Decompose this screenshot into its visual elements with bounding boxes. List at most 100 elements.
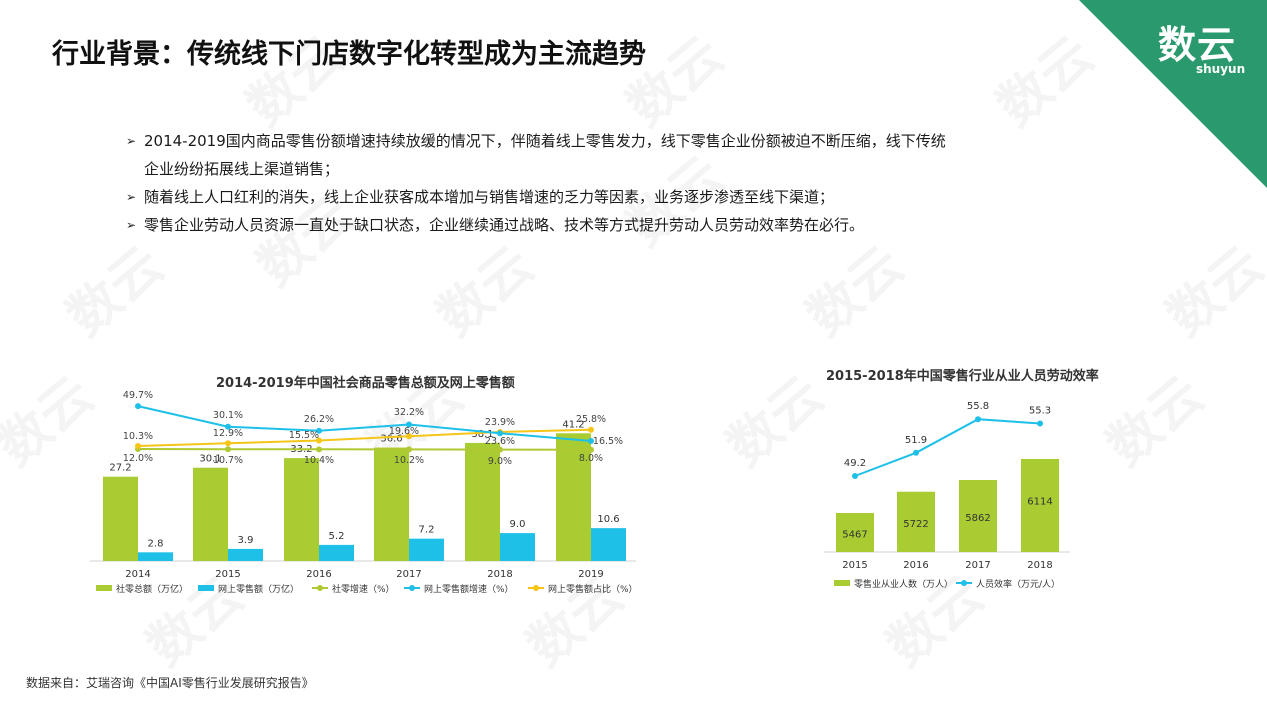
bullet-text: 零售企业劳动人员资源一直处于缺口状态，企业继续通过战略、技术等方式提升劳动人员劳… — [144, 216, 865, 234]
chart1-point-online-share — [406, 433, 412, 440]
chart1-bar-total — [284, 458, 319, 561]
chart1-point-online-growth — [406, 421, 412, 428]
chart2-bar-label: 5722 — [903, 519, 928, 530]
chart1-bar-total-label: 36.6 — [380, 434, 402, 445]
corner-banner — [1079, 0, 1267, 188]
chart2-bar-employees — [836, 513, 874, 552]
source-note: 数据来自：艾瑞咨询《中国AI零售行业发展研究报告》 — [26, 676, 314, 690]
chart1-label-online-growth: 32.2% — [394, 407, 424, 418]
chart1-label-social-growth: 12.0% — [123, 453, 153, 464]
chart2-legend-label: 零售业从业人数（万人） — [854, 578, 953, 590]
chart2-line-label: 49.2 — [844, 458, 866, 469]
chart1-x-tick: 2019 — [578, 569, 603, 580]
chart1-label-online-growth: 30.1% — [213, 410, 243, 421]
chart1-point-online-growth — [225, 423, 231, 430]
chart1-bar-online-label: 7.2 — [419, 525, 435, 536]
chart1-point-online-share — [316, 437, 322, 444]
bullet-text: 2014-2019国内商品零售份额增速持续放缓的情况下，伴随着线上零售发力，线下… — [144, 132, 946, 178]
chart2-line-label: 51.9 — [905, 435, 927, 446]
chart2-line-efficiency — [854, 418, 1041, 477]
chart1-x-tick: 2016 — [306, 569, 331, 580]
chart1-bar-online-label: 9.0 — [510, 519, 526, 530]
chart1-bar-online-label: 10.6 — [597, 514, 619, 525]
chart1-legend-marker — [533, 585, 539, 591]
chart1-line-online-growth — [137, 405, 592, 442]
chart2-point-efficiency — [913, 449, 919, 456]
chart1-legend-label: 网上零售额增速（%） — [424, 583, 514, 595]
chart1-label-social-growth: 9.0% — [488, 456, 512, 467]
chart1-legend-label: 网上零售额占比（%） — [548, 583, 638, 595]
chart1-bar-total — [193, 467, 228, 561]
chart1-bar-online — [591, 528, 626, 561]
chart2-legend-label: 人员效率（万元/人） — [976, 578, 1060, 590]
chart2-point-efficiency — [1037, 420, 1043, 427]
chart1-label-social-growth: 10.7% — [213, 455, 243, 466]
chart2-legend-swatch — [834, 580, 850, 586]
chart1-x-tick: 2017 — [396, 569, 421, 580]
chart1-bar-online-label: 5.2 — [329, 531, 345, 542]
chart2-bar-label: 5862 — [965, 513, 990, 524]
chart1-x-tick: 2014 — [125, 569, 150, 580]
chart1-point-online-share — [135, 443, 141, 449]
chart2-line-label: 55.8 — [967, 401, 989, 412]
chart2-bar-employees — [897, 491, 935, 552]
chart1-bar-total-label: 30.1 — [199, 454, 221, 465]
chart1-legend-marker — [317, 585, 323, 591]
chart2-point-efficiency — [975, 416, 981, 423]
chart1-bar-online — [409, 538, 444, 561]
chart2-x-tick: 2015 — [842, 560, 867, 571]
chart2-point-efficiency — [852, 473, 858, 479]
page-title: 行业背景：传统线下门店数字化转型成为主流趋势 — [52, 39, 646, 70]
chart1-label-online-growth: 49.7% — [123, 390, 153, 401]
chart1-label-online-share: 15.5% — [289, 430, 319, 441]
chart1-bar-total — [556, 433, 591, 561]
chart2-bar-label: 6114 — [1027, 496, 1052, 507]
chart1-bar-total — [465, 442, 500, 561]
bullet-item: ➢ 随着线上人口红利的消失，线上企业获客成本增加与销售增速的乏力等因素，业务逐步… — [126, 183, 956, 211]
bullet-item: ➢ 零售企业劳动人员资源一直处于缺口状态，企业继续通过战略、技术等方式提升劳动人… — [126, 211, 956, 239]
arrow-bullet-icon: ➢ — [126, 134, 137, 148]
chart1-point-online-growth — [588, 438, 594, 444]
chart2-x-tick: 2018 — [1027, 560, 1052, 571]
chart1-legend-label: 网上零售额（万亿） — [218, 583, 299, 595]
chart1-legend-swatch — [198, 585, 214, 591]
chart1-legend-label: 社零增速（%） — [332, 583, 395, 595]
chart2-bar-employees — [1021, 458, 1059, 552]
chart1-title: 2014-2019年中国社会商品零售总额及网上零售额 — [216, 376, 515, 391]
chart2-legend-marker — [961, 580, 967, 586]
chart1-label-online-share: 10.3% — [123, 431, 153, 442]
chart1-point-online-growth — [497, 430, 503, 437]
chart2-bar-label: 5467 — [842, 530, 867, 541]
chart1-bar-online — [228, 548, 263, 561]
arrow-bullet-icon: ➢ — [126, 218, 137, 232]
chart1-label-online-share: 25.8% — [576, 414, 606, 425]
chart1-label-social-growth: 10.2% — [394, 455, 424, 466]
chart1-legend-label: 社零总额（万亿） — [116, 583, 188, 595]
logo-subtext: shuyun — [1196, 62, 1246, 76]
bullet-text: 随着线上人口红利的消失，线上企业获客成本增加与销售增速的乏力等因素，业务逐步渗透… — [144, 188, 835, 206]
chart1-bar-online — [138, 552, 173, 561]
chart1-x-tick: 2015 — [215, 569, 240, 580]
chart1-bar-online-label: 3.9 — [238, 535, 254, 546]
chart1-bar-total-label: 38.1 — [471, 429, 493, 440]
bullet-item: ➢ 2014-2019国内商品零售份额增速持续放缓的情况下，伴随着线上零售发力，… — [126, 127, 956, 183]
bullet-list: ➢ 2014-2019国内商品零售份额增速持续放缓的情况下，伴随着线上零售发力，… — [126, 127, 956, 239]
chart2-title: 2015-2018年中国零售行业从业人员劳动效率 — [826, 369, 1099, 384]
chart1-bar-online — [500, 533, 535, 561]
chart2-line-label: 55.3 — [1029, 406, 1051, 417]
chart1-bar-total — [103, 476, 138, 561]
chart1-line-online-share — [137, 428, 592, 447]
arrow-bullet-icon: ➢ — [126, 190, 137, 204]
chart1-label-social-growth: 8.0% — [579, 453, 603, 464]
chart1-bar-online — [319, 544, 354, 561]
logo-text: 数云 — [1158, 23, 1237, 67]
chart2-bar-employees — [959, 480, 997, 552]
chart1-label-online-growth: 23.9% — [485, 417, 515, 428]
chart1-label-online-growth: 26.2% — [304, 414, 334, 425]
chart1-bar-total — [374, 447, 409, 561]
chart1-bar-online-label: 2.8 — [148, 538, 164, 549]
chart1-point-social-growth — [225, 446, 231, 453]
chart1-legend-marker — [409, 585, 415, 591]
chart1-point-online-share — [225, 440, 231, 447]
